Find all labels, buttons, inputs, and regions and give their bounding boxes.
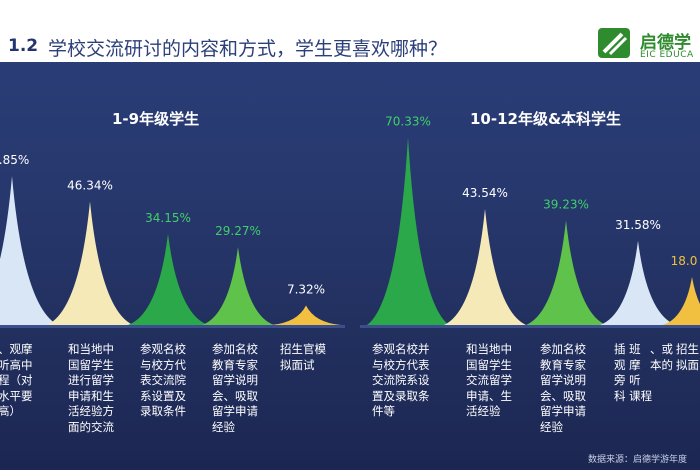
pct-label-left-2: 34.15% (145, 211, 191, 225)
pct-label-left-3: 29.27% (215, 224, 261, 238)
pct-label-right-1: 43.54% (462, 186, 508, 200)
peak-left-1 (47, 201, 133, 325)
peak-right-4 (662, 277, 700, 325)
category-label-right-5: 招生 拟面 (676, 342, 699, 372)
logo-text: 启德学 (640, 33, 691, 53)
category-label-left-4: 招生官模 拟面试 (280, 342, 326, 372)
peak-left-4 (271, 305, 341, 325)
section-number: 1.2 (8, 36, 39, 56)
pct-label-right-3: 31.58% (615, 218, 661, 232)
category-label-right-1: 和当地中 国留学生 交流留学 申请、生 活经验 (466, 342, 512, 418)
category-label-right-4: 、或 本的 (650, 342, 673, 372)
peak-left-3 (202, 246, 274, 325)
title-bar (0, 0, 700, 62)
peak-right-3 (600, 240, 676, 325)
pct-label-left-0: .85% (0, 153, 29, 167)
peak-right-0 (367, 137, 449, 325)
pct-label-right-0: 70.33% (385, 114, 431, 128)
eic-logo-icon (598, 28, 630, 58)
peak-left-0 (0, 176, 58, 325)
category-label-left-3: 参加名校 教育专家 留学说明 会、吸取 留学申请 经验 (212, 342, 258, 434)
peak-right-1 (444, 208, 526, 325)
category-label-left-2: 参观名校 与校方代 表交流院 系设置及 录取条件 (140, 342, 186, 418)
pct-label-right-2: 39.23% (543, 197, 589, 211)
data-source: 数据来源：启德学游年度 (588, 455, 688, 465)
baseline-0 (0, 325, 345, 328)
pct-label-left-4: 7.32% (287, 282, 325, 296)
chart-title-left: 1-9年级学生 (112, 110, 200, 128)
page-title: 学校交流研讨的内容和方式，学生更喜欢哪种？ (48, 38, 448, 60)
peak-right-2 (526, 220, 606, 325)
pct-label-right-4: 18.0 (671, 254, 698, 268)
category-label-right-0: 参观名校并 与校方代表 交流院系设 置及录取条 件等 (372, 342, 430, 418)
baseline-1 (360, 325, 700, 328)
logo-subtext: EIC EDUCA (640, 50, 694, 60)
category-label-right-3: 插 班 观 摩 旁 听 科 课程 (614, 342, 653, 403)
pct-label-left-1: 46.34% (67, 178, 113, 192)
category-label-left-1: 和当地中 国留学生 进行留学 申请和生 活经验方 面的交流 (68, 342, 114, 434)
chart-title-right: 10-12年级&本科学生 (470, 110, 622, 128)
category-label-right-2: 参加名校 教育专家 留学说明 会、吸取 留学申请 经验 (540, 342, 586, 434)
category-label-left-0: 、观摩 听高中 程（对 水平要 高） (0, 342, 33, 418)
peak-left-2 (128, 233, 208, 325)
